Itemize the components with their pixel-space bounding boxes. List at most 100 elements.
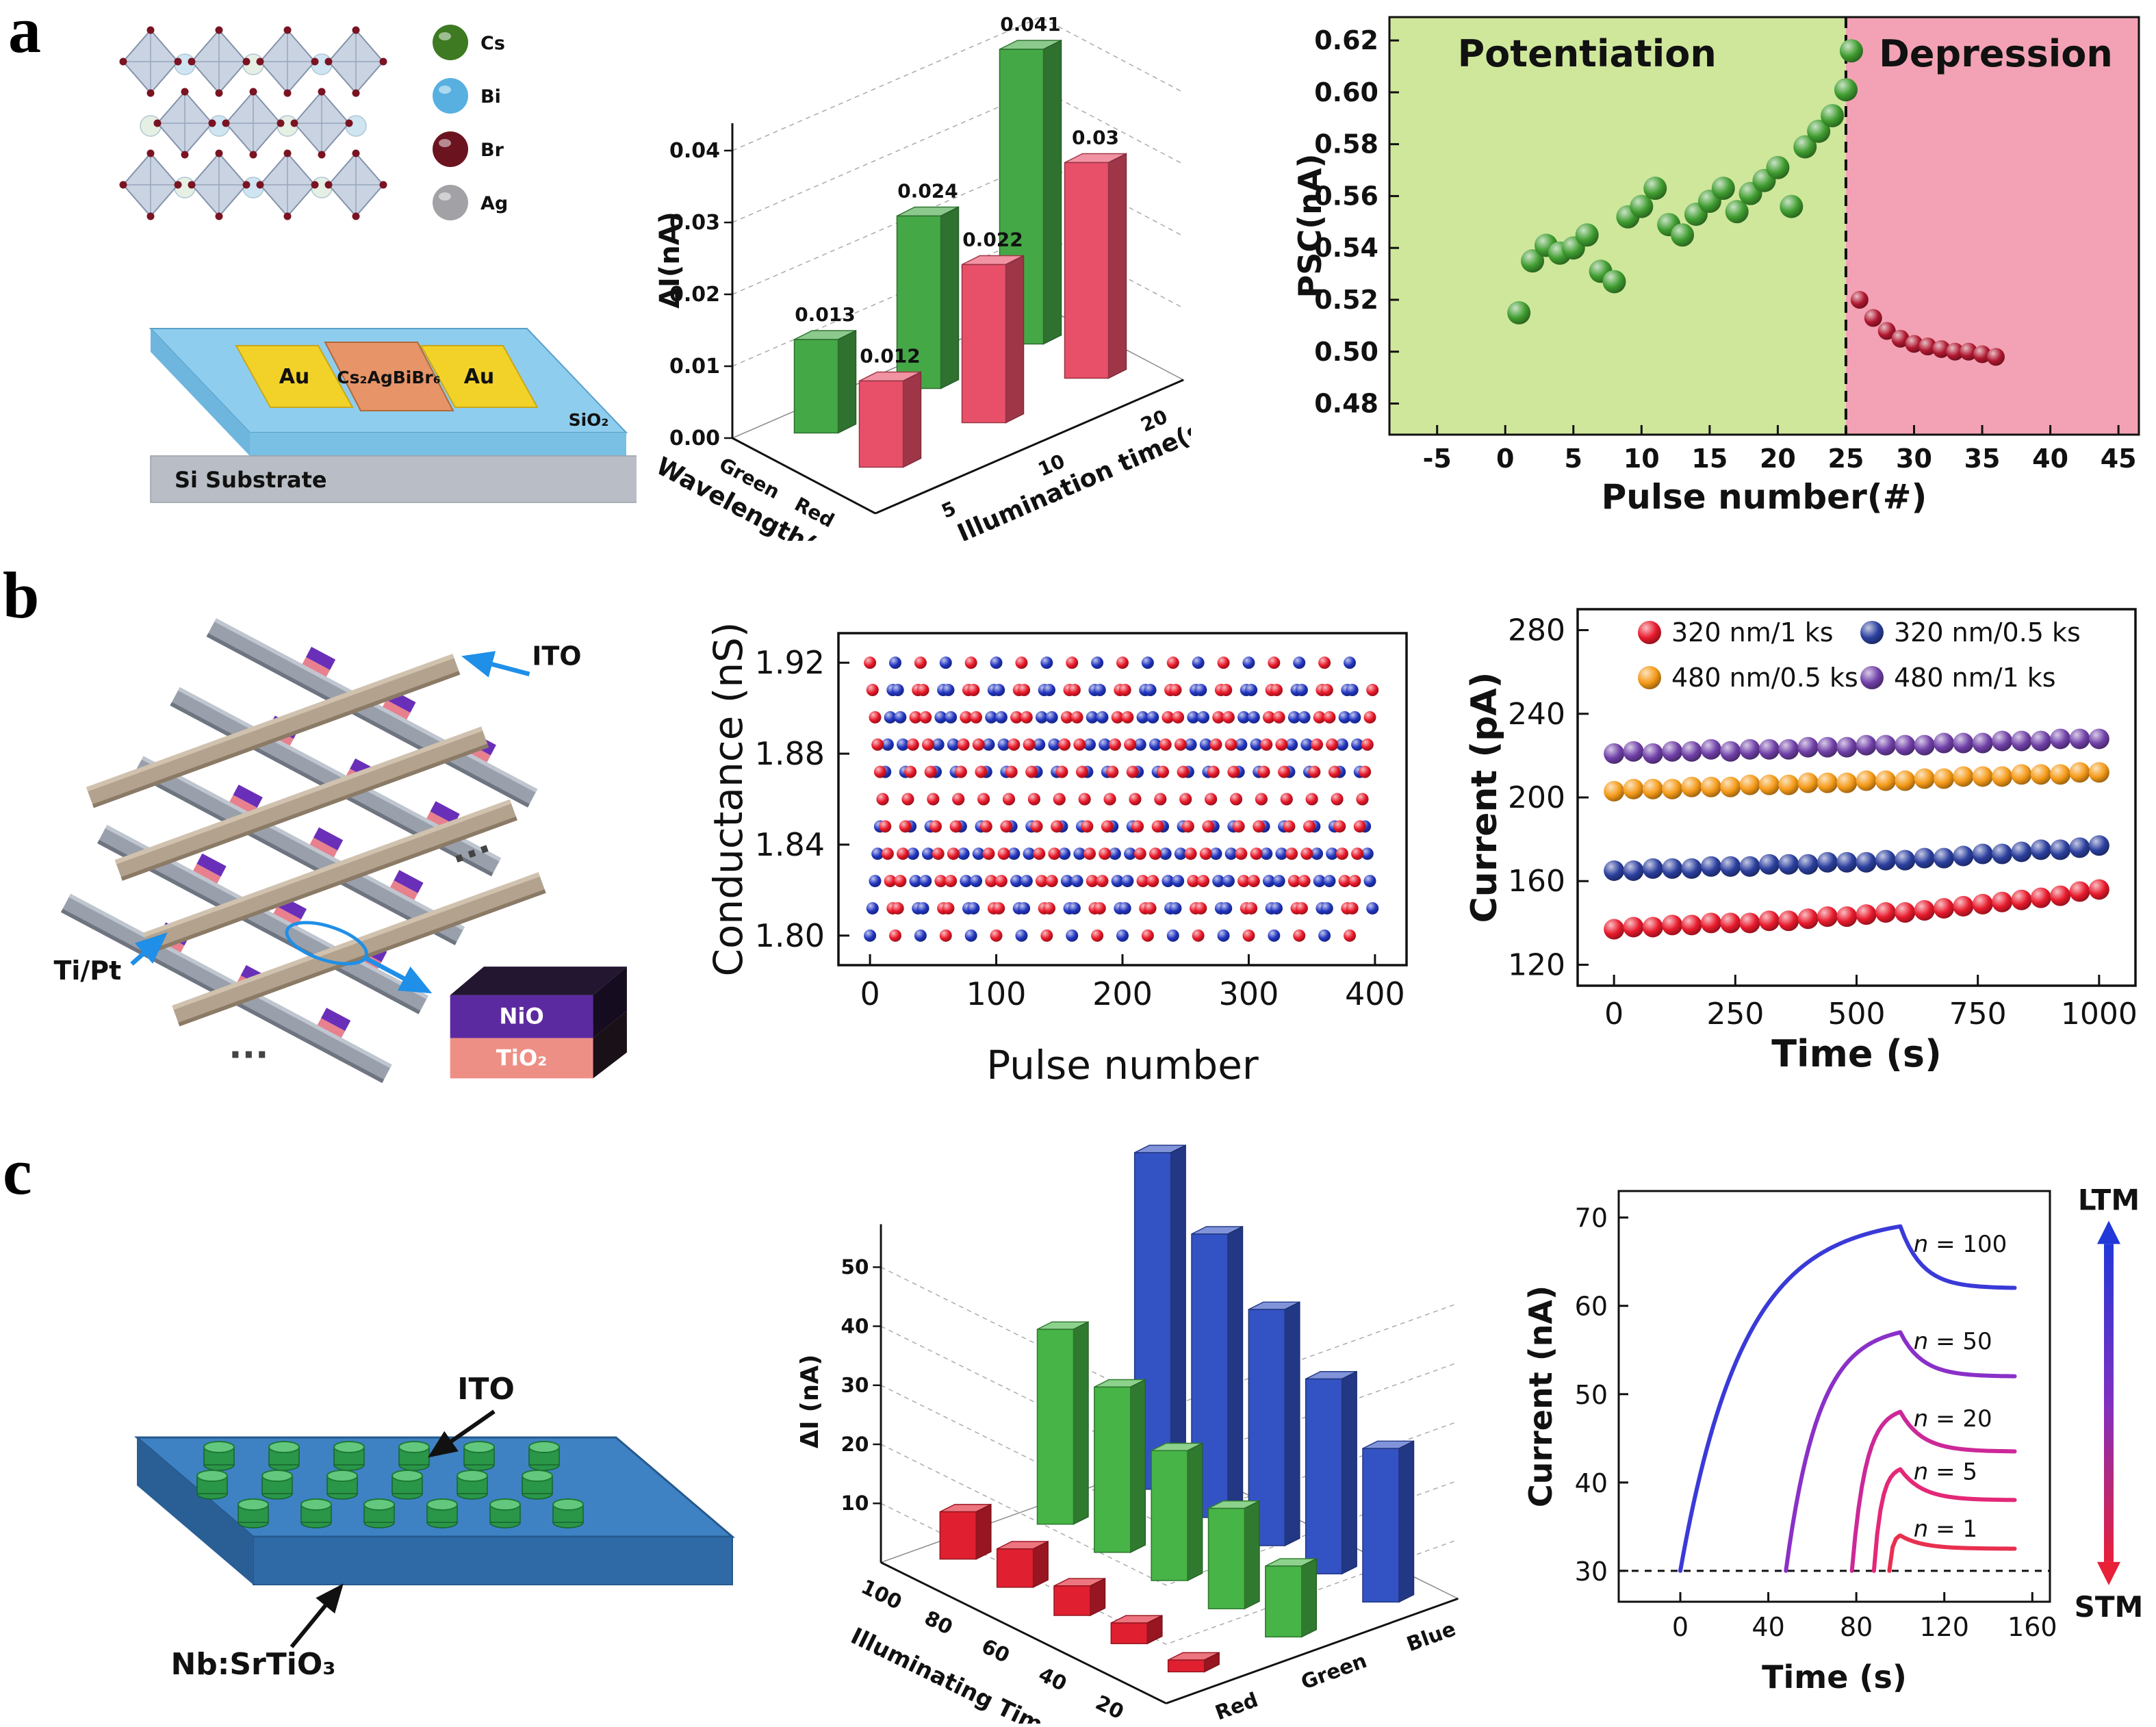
svg-text:PSC(nA): PSC(nA) (1292, 154, 1329, 298)
nio-label: NiO (499, 1003, 544, 1029)
svg-text:0.48: 0.48 (1314, 389, 1378, 419)
tipt-arrow (130, 932, 168, 966)
svg-text:n = 20: n = 20 (1914, 1405, 1992, 1433)
svg-text:0.62: 0.62 (1314, 25, 1378, 55)
svg-text:320 nm/0.5 ks: 320 nm/0.5 ks (1894, 617, 2081, 648)
svg-text:Pulse number(#): Pulse number(#) (1602, 477, 1927, 517)
svg-text:35: 35 (1964, 444, 2001, 474)
sio2-label: SiO₂ (569, 410, 609, 430)
legend-bi-label: Bi (480, 86, 501, 107)
chart-b-current-scatter: 0 250 500 750 1000 120 160 200 240 280 Time (s) Cur… (1464, 608, 2138, 1075)
crystal-legend: Cs Bi Br Ag (433, 25, 508, 220)
panel-label-a: a (8, 0, 41, 66)
svg-text:LTM: LTM (2078, 1183, 2140, 1216)
svg-text:480 nm/1 ks: 480 nm/1 ks (1894, 663, 2056, 693)
svg-text:Red: Red (1212, 1688, 1261, 1724)
stack-top-face (450, 967, 627, 995)
svg-text:30: 30 (1896, 444, 1932, 474)
svg-text:ΔI(nA): ΔI(nA) (654, 212, 686, 309)
sio2-layer-side (151, 329, 250, 456)
sio2-layer-front (250, 433, 626, 456)
svg-text:0.022: 0.022 (962, 229, 1023, 251)
ito-arrow (428, 1409, 496, 1458)
svg-text:0.52: 0.52 (1314, 285, 1378, 315)
svg-text:Green: Green (1298, 1649, 1370, 1694)
legend-ag-sphere (433, 185, 468, 220)
device-stack: Au Au Cs₂AgBiBr₆ SiO₂ Si Substrate (149, 328, 637, 503)
svg-text:0.54: 0.54 (1314, 233, 1378, 263)
chart-c-current-lines: 0 40 80 120 160 30 40 50 60 70 Time (s) Current (nA… (1522, 1183, 2144, 1696)
svg-text:0.03: 0.03 (1072, 127, 1119, 149)
svg-text:300: 300 (1219, 975, 1279, 1012)
legend-ag-label: Ag (480, 193, 508, 214)
svg-text:15: 15 (1691, 444, 1728, 474)
svg-text:Pulse number: Pulse number (986, 1042, 1259, 1088)
au-electrode-left (235, 345, 354, 408)
svg-text:Conductance (nS): Conductance (nS) (705, 622, 752, 976)
svg-text:160: 160 (2007, 1612, 2057, 1642)
svg-text:80: 80 (1840, 1612, 1873, 1642)
svg-text:0.041: 0.041 (1000, 13, 1061, 36)
svg-text:-5: -5 (1423, 444, 1452, 474)
svg-text:0.60: 0.60 (1314, 77, 1378, 107)
svg-text:0.02: 0.02 (669, 283, 720, 307)
svg-text:Time (s): Time (s) (1771, 1032, 1942, 1075)
svg-text:5: 5 (1565, 444, 1582, 474)
svg-text:40: 40 (2032, 444, 2068, 474)
svg-text:0.024: 0.024 (897, 180, 958, 203)
panel-c-device-schematic: ITO Nb:SrTiO₃ (133, 1372, 736, 1682)
ito-label: ITO (457, 1372, 515, 1407)
chart-a-deltaI-bar3d: 0.00 0.01 0.02 0.03 0.04 ΔI(nA) 0.013 0.024 0.04… (652, 13, 1191, 541)
crossbar-array (60, 618, 546, 1084)
au-right-label: Au (464, 365, 495, 389)
svg-text:100: 100 (858, 1575, 906, 1614)
svg-text:Potentiation: Potentiation (1458, 32, 1717, 75)
svg-text:0.00: 0.00 (669, 426, 720, 450)
substrate-arrow (290, 1583, 344, 1648)
svg-text:0: 0 (1496, 444, 1514, 474)
svg-text:480 nm/0.5 ks: 480 nm/0.5 ks (1671, 663, 1858, 693)
legend-bi-sphere (433, 78, 468, 114)
svg-text:160: 160 (1508, 864, 1565, 899)
svg-text:240: 240 (1508, 697, 1565, 732)
svg-text:100: 100 (966, 975, 1027, 1012)
svg-text:n = 5: n = 5 (1914, 1458, 1977, 1485)
svg-text:60: 60 (978, 1635, 1014, 1667)
legend-cs-label: Cs (480, 33, 505, 54)
svg-text:280: 280 (1508, 613, 1565, 648)
svg-text:120: 120 (1508, 947, 1565, 982)
panel-a-device-schematic: Cs Bi Br Ag Au Au Cs₂AgBiBr₆ SiO₂ Si Sub… (119, 25, 637, 503)
au-electrode-right (420, 345, 539, 408)
svg-text:20: 20 (1760, 444, 1796, 474)
svg-text:STM: STM (2075, 1590, 2144, 1624)
svg-text:320 nm/1 ks: 320 nm/1 ks (1671, 617, 1834, 648)
svg-text:0: 0 (860, 975, 880, 1012)
tipt-label: Ti/Pt (53, 956, 121, 986)
stack-side-face-2 (593, 1010, 627, 1079)
substrate-side-face (137, 1437, 253, 1585)
svg-text:1000: 1000 (2061, 997, 2138, 1032)
svg-text:0.56: 0.56 (1314, 181, 1378, 211)
svg-text:10: 10 (1624, 444, 1660, 474)
svg-text:0.013: 0.013 (795, 303, 856, 326)
si-substrate-label: Si Substrate (175, 467, 327, 493)
panel-label-b: b (3, 559, 40, 632)
svg-text:40: 40 (1751, 1612, 1784, 1642)
chart-b-conductance-scatter: 0 100 200 300 400 1.80 1.84 1.88 1.92 Pulse numbe… (705, 622, 1408, 1088)
svg-text:1.92: 1.92 (755, 644, 825, 681)
channel-label: Cs₂AgBiBr₆ (337, 368, 440, 387)
substrate-front-face (253, 1536, 733, 1585)
svg-text:20: 20 (1092, 1691, 1128, 1724)
ito-label: ITO (532, 641, 581, 671)
svg-text:0.04: 0.04 (669, 139, 720, 163)
legend-br-label: Br (480, 140, 504, 161)
tio2-layer (450, 1038, 593, 1079)
svg-text:40: 40 (1575, 1468, 1608, 1498)
panel-label-c: c (3, 1135, 32, 1208)
nio-layer (450, 995, 593, 1038)
svg-text:120: 120 (1919, 1612, 1969, 1642)
si-substrate-front (150, 455, 637, 503)
ito-arrow (461, 651, 530, 678)
